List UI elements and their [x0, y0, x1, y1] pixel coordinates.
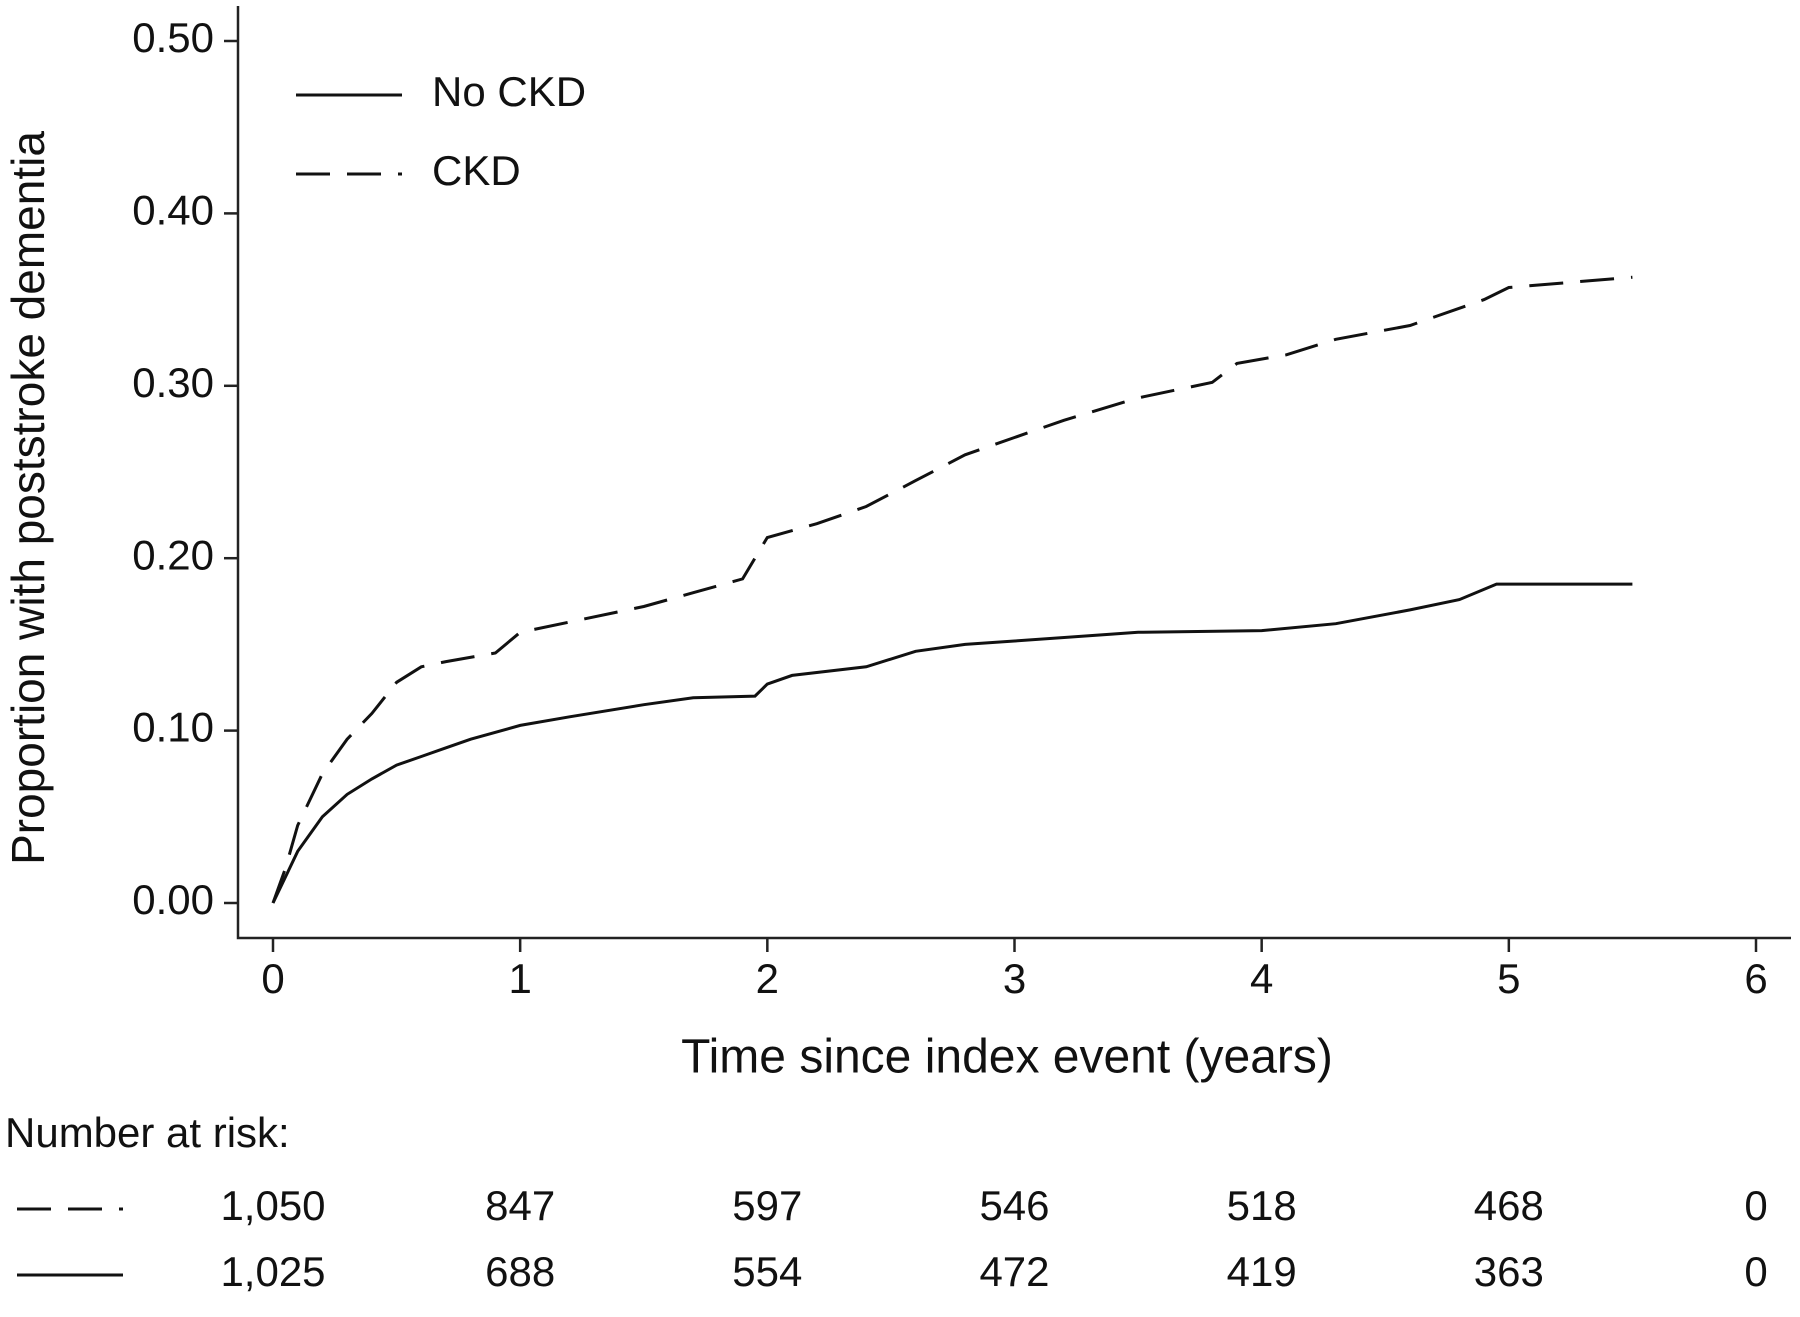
x-axis-title: Time since index event (years)	[681, 1031, 1333, 1084]
legend-label: No CKD	[432, 68, 586, 115]
at-risk-count: 363	[1474, 1248, 1544, 1295]
at-risk-count: 472	[979, 1248, 1049, 1295]
y-tick-label: 0.20	[132, 531, 214, 578]
x-tick-label: 4	[1250, 955, 1273, 1002]
at-risk-count: 0	[1744, 1182, 1767, 1229]
at-risk-count: 847	[485, 1182, 555, 1229]
at-risk-count: 419	[1227, 1248, 1297, 1295]
at-risk-count: 0	[1744, 1248, 1767, 1295]
x-tick-label: 1	[508, 955, 531, 1002]
at-risk-count: 1,025	[220, 1248, 325, 1295]
at-risk-count: 518	[1227, 1182, 1297, 1229]
series-line	[271, 275, 1633, 904]
x-tick-label: 0	[261, 955, 284, 1002]
at-risk-count: 688	[485, 1248, 555, 1295]
y-tick-label: 0.40	[132, 186, 214, 233]
x-tick-label: 2	[756, 955, 779, 1002]
y-tick-label: 0.30	[132, 359, 214, 406]
axes	[236, 6, 1791, 940]
series-line	[271, 582, 1633, 904]
legend-label: CKD	[432, 147, 521, 194]
y-axis-title: Proportion with poststroke dementia	[2, 131, 54, 865]
at-risk-count: 468	[1474, 1182, 1544, 1229]
y-tick-label: 0.50	[132, 14, 214, 61]
at-risk-count: 546	[979, 1182, 1049, 1229]
at-risk-count: 597	[732, 1182, 802, 1229]
x-tick-label: 3	[1003, 955, 1026, 1002]
y-tick-label: 0.00	[132, 876, 214, 923]
y-tick-label: 0.10	[132, 704, 214, 751]
at-risk-title: Number at risk:	[5, 1109, 290, 1156]
at-risk-count: 554	[732, 1248, 802, 1295]
at-risk-count: 1,050	[220, 1182, 325, 1229]
x-tick-label: 6	[1744, 955, 1767, 1002]
x-tick-label: 5	[1497, 955, 1520, 1002]
